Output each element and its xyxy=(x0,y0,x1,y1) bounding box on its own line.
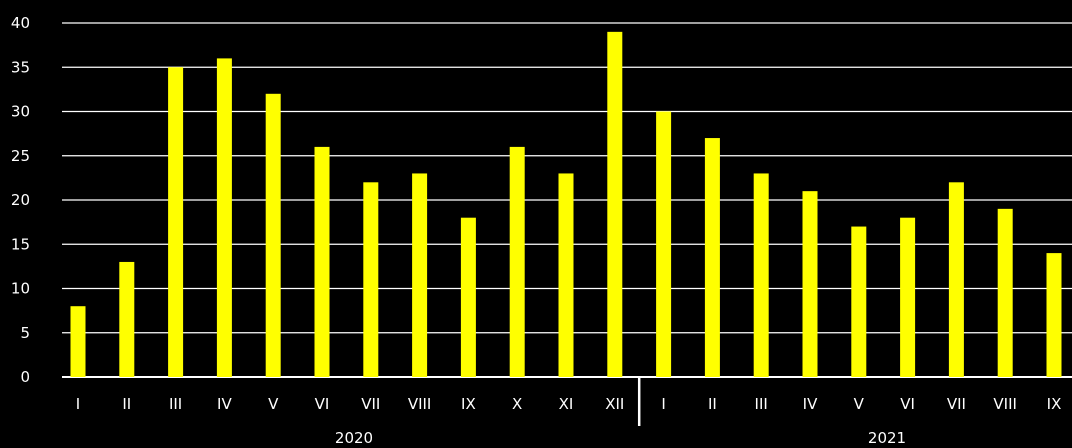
bar-2020-XI xyxy=(558,173,574,377)
bar-2020-IX xyxy=(460,217,476,377)
x-tick-label: I xyxy=(661,395,665,413)
x-tick-label: VIII xyxy=(993,395,1017,413)
bar-2020-X xyxy=(509,146,525,377)
bar-2021-VIII xyxy=(997,208,1013,377)
x-tick-label: XII xyxy=(605,395,624,413)
y-tick-label: 20 xyxy=(11,191,30,209)
group-label-2020: 2020 xyxy=(335,429,373,447)
x-tick-label: VII xyxy=(947,395,966,413)
bar-2021-IV xyxy=(802,191,818,377)
x-tick-label: XI xyxy=(559,395,574,413)
bar-2021-II xyxy=(704,138,720,377)
bar-2021-VI xyxy=(900,217,916,377)
bar-2021-V xyxy=(851,226,867,377)
bar-2020-IV xyxy=(216,58,232,378)
x-tick-label: I xyxy=(76,395,80,413)
bar-2021-I xyxy=(656,111,672,377)
x-tick-label: IV xyxy=(803,395,818,413)
bar-2020-III xyxy=(168,67,184,377)
y-tick-label: 10 xyxy=(11,280,30,298)
bar-2020-II xyxy=(119,261,135,377)
bars xyxy=(70,31,1062,378)
x-tick-label: VII xyxy=(361,395,380,413)
y-tick-label: 25 xyxy=(11,147,30,165)
x-tick-label: V xyxy=(854,395,865,413)
x-tick-label: III xyxy=(169,395,182,413)
x-tick-label: VI xyxy=(315,395,330,413)
y-axis: 0 5 10 15 20 25 30 35 40 xyxy=(11,14,30,386)
y-tick-label: 30 xyxy=(11,103,30,121)
y-tick-label: 0 xyxy=(20,368,30,386)
bar-2020-I xyxy=(70,306,86,377)
x-tick-label: X xyxy=(512,395,522,413)
bar-2021-VII xyxy=(948,182,964,377)
x-tick-label: III xyxy=(755,395,768,413)
bar-2020-XII xyxy=(607,31,623,377)
x-tick-label: VI xyxy=(900,395,915,413)
y-tick-label: 5 xyxy=(20,324,30,342)
bar-2020-VI xyxy=(314,146,330,377)
x-tick-label: II xyxy=(708,395,717,413)
y-tick-label: 35 xyxy=(11,58,30,76)
x-tick-label: VIII xyxy=(408,395,432,413)
bar-2021-IX xyxy=(1046,253,1062,377)
x-tick-label: V xyxy=(268,395,279,413)
bar-2020-VII xyxy=(363,182,379,377)
y-tick-label: 40 xyxy=(11,14,30,32)
bar-2021-III xyxy=(753,173,769,377)
bar-2020-V xyxy=(265,93,281,378)
group-labels: 2020 2021 xyxy=(335,429,906,447)
bar-2020-VIII xyxy=(412,173,428,377)
x-tick-label: II xyxy=(122,395,131,413)
x-tick-label: IX xyxy=(461,395,476,413)
group-label-2021: 2021 xyxy=(868,429,906,447)
x-axis: I II III IV V VI VII VIII IX X XI XII I II III IV V VI VII… xyxy=(76,378,1062,426)
x-tick-label: IX xyxy=(1047,395,1062,413)
y-tick-label: 15 xyxy=(11,235,30,253)
x-tick-label: IV xyxy=(217,395,232,413)
